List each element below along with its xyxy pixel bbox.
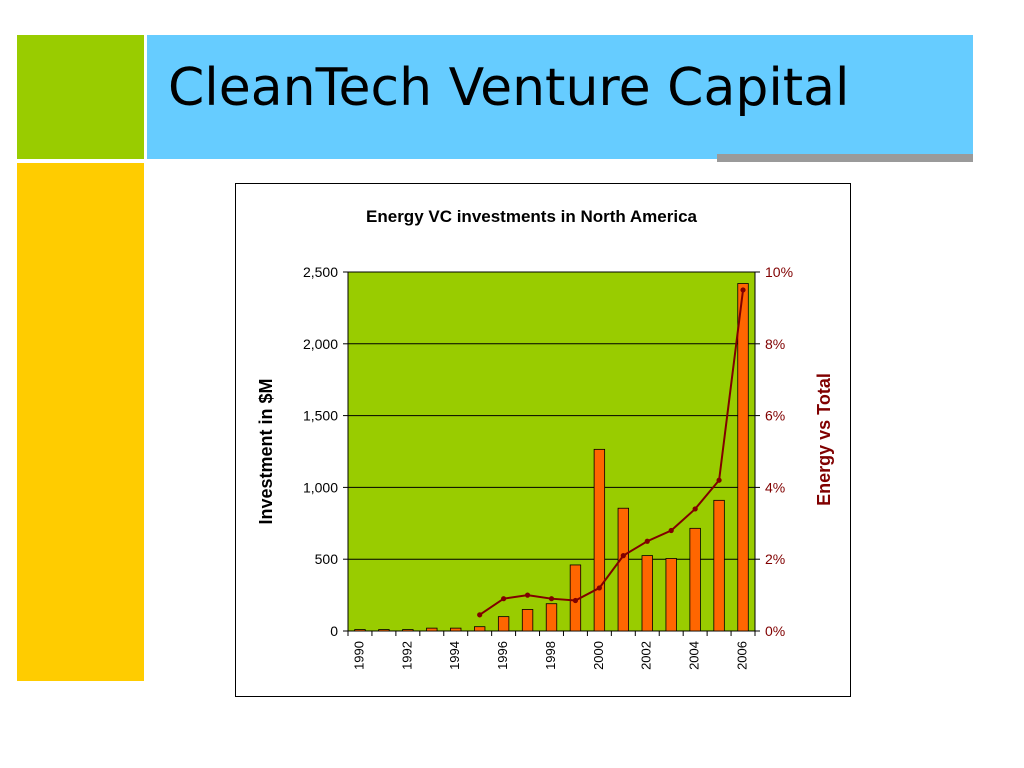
bar-1994 xyxy=(450,627,462,632)
accent-block-green xyxy=(17,35,144,159)
y-tick-label: 0 xyxy=(330,623,338,639)
y2-tick-label: 2% xyxy=(765,551,785,567)
y2-axis-title: Energy vs Total xyxy=(814,373,834,506)
x-tick-label: 1994 xyxy=(447,641,462,670)
share-point-1999 xyxy=(572,597,579,604)
y2-tick-label: 10% xyxy=(765,264,793,280)
share-point-2002 xyxy=(644,538,650,544)
y-axis-title: Investment in $M xyxy=(256,378,276,524)
x-tick-label: 2000 xyxy=(591,641,606,670)
title-band xyxy=(147,35,973,159)
share-point-1998 xyxy=(548,596,555,602)
bar-1990 xyxy=(354,629,366,632)
y2-tick-label: 0% xyxy=(765,623,785,639)
bar-1993 xyxy=(426,627,438,632)
bar-2005 xyxy=(713,499,725,632)
bar-1995 xyxy=(474,626,486,632)
y2-tick-label: 6% xyxy=(765,408,785,424)
plot-area xyxy=(348,272,755,631)
x-tick-label: 1990 xyxy=(351,641,366,670)
x-tick-label: 1992 xyxy=(399,641,414,670)
y-tick-label: 1,500 xyxy=(303,408,338,424)
bar-2002 xyxy=(641,555,653,632)
x-tick-label: 2004 xyxy=(687,641,702,670)
bar-1998 xyxy=(545,603,558,632)
x-tick-label: 2002 xyxy=(639,641,654,670)
share-point-2003 xyxy=(668,527,674,534)
share-line xyxy=(479,289,745,616)
bar-2000 xyxy=(593,448,606,632)
bar-1992 xyxy=(402,629,414,632)
bar-2004 xyxy=(689,527,701,632)
accent-block-yellow xyxy=(17,163,144,681)
share-point-2001 xyxy=(620,553,626,559)
bar-2001 xyxy=(617,507,629,632)
y-tick-label: 1,000 xyxy=(303,479,338,495)
bar-1991 xyxy=(378,629,390,632)
bar-2003 xyxy=(665,558,677,632)
energy-vc-chart: Energy VC investments in North America 0 5… xyxy=(256,207,834,670)
x-tick-label: 2006 xyxy=(734,641,749,670)
share-point-2004 xyxy=(692,506,698,512)
y-tick-label: 2,500 xyxy=(303,264,338,280)
y-tick-label: 2,000 xyxy=(303,336,338,352)
chart-title: Energy VC investments in North America xyxy=(366,207,698,226)
title-underline-rule xyxy=(717,154,973,162)
share-point-2000 xyxy=(596,585,602,591)
share-point-1996 xyxy=(501,596,507,602)
bar-1997 xyxy=(521,609,534,632)
x-tick-label: 1998 xyxy=(543,641,558,670)
slide-title: CleanTech Venture Capital xyxy=(168,58,850,118)
share-point-1995 xyxy=(477,612,483,618)
share-point-1997 xyxy=(524,592,531,598)
x-tick-label: 1996 xyxy=(495,641,510,670)
y-tick-label: 500 xyxy=(315,551,339,567)
y2-tick-label: 4% xyxy=(765,479,785,495)
bar-1996 xyxy=(497,616,510,632)
chart-frame: Energy VC investments in North America 0 5… xyxy=(235,183,851,697)
bar-2006 xyxy=(737,283,749,632)
share-point-2006 xyxy=(740,287,746,293)
share-point-2005 xyxy=(716,477,722,483)
y2-tick-label: 8% xyxy=(765,336,785,352)
